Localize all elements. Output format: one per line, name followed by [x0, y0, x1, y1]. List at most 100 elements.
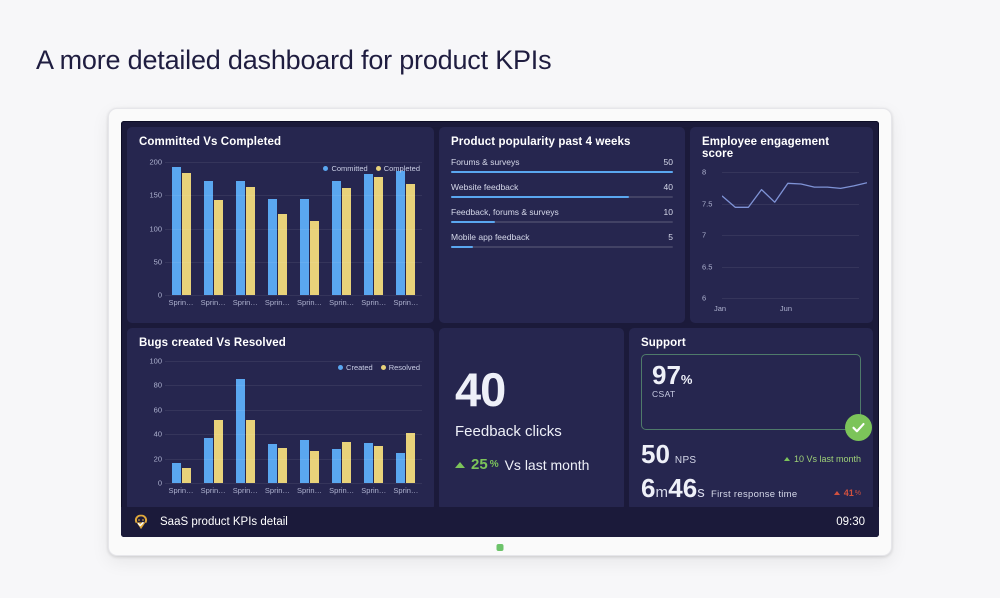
card-committed-vs-completed[interactable]: Committed Vs Completed Committed Complet…: [127, 127, 434, 323]
bar-committed[interactable]: [364, 173, 374, 295]
card-product-popularity[interactable]: Product popularity past 4 weeks Forums &…: [439, 127, 685, 323]
bar-created[interactable]: [267, 443, 277, 483]
bar-committed[interactable]: [203, 180, 213, 295]
y-axis-tick-label: 100: [149, 356, 162, 366]
monitor-frame: Committed Vs Completed Committed Complet…: [108, 108, 892, 556]
bar-committed[interactable]: [332, 180, 342, 295]
bar-group[interactable]: [358, 361, 390, 483]
bar-completed[interactable]: [406, 183, 416, 295]
x-axis-tick-label: Sprin…: [168, 298, 194, 307]
plot-area-bugs: 0 20 40 60 80 100: [139, 357, 422, 488]
bar-group[interactable]: [390, 162, 422, 295]
x-axis-tick-label: Sprin…: [264, 486, 290, 495]
bar-group[interactable]: [326, 162, 358, 295]
bar-created[interactable]: [332, 448, 342, 483]
bar-created[interactable]: [364, 442, 374, 483]
popularity-value: 50: [663, 157, 673, 167]
popularity-row-head: Forums & surveys 50: [451, 157, 673, 167]
card-feedback-clicks[interactable]: 40 Feedback clicks 25 % Vs last month: [439, 328, 624, 511]
bar-completed[interactable]: [213, 199, 223, 295]
popularity-value: 5: [668, 232, 673, 242]
legend-item-resolved: Resolved: [380, 363, 420, 372]
popularity-bar-track: [451, 171, 673, 173]
bar-group[interactable]: [358, 162, 390, 295]
bar-resolved[interactable]: [181, 468, 191, 483]
bar-committed[interactable]: [267, 199, 277, 295]
bar-group[interactable]: [197, 162, 229, 295]
bar-committed[interactable]: [300, 199, 310, 295]
bar-resolved[interactable]: [374, 446, 384, 483]
bar-completed[interactable]: [181, 173, 191, 295]
bar-resolved[interactable]: [213, 419, 223, 483]
bar-group[interactable]: [229, 361, 261, 483]
popularity-row[interactable]: Mobile app feedback 5: [451, 232, 673, 248]
popularity-row[interactable]: Feedback, forums & surveys 10: [451, 207, 673, 223]
legend-label: Committed: [331, 164, 368, 173]
bar-created[interactable]: [396, 452, 406, 483]
bar-resolved[interactable]: [277, 447, 287, 483]
bar-group[interactable]: [261, 162, 293, 295]
gridline: [165, 385, 422, 387]
gridline: [165, 434, 422, 436]
bar-group[interactable]: [294, 162, 326, 295]
nps-unit: NPS: [674, 455, 697, 466]
bar-group[interactable]: [229, 162, 261, 295]
chart-committed: Committed Completed 0 50 100 150 200 Sprin… S…: [139, 158, 422, 307]
bar-committed[interactable]: [396, 170, 406, 295]
monitor-screen: Committed Vs Completed Committed Complet…: [121, 121, 879, 537]
x-axis-tick-label: Sprin…: [329, 298, 355, 307]
bar-created[interactable]: [171, 463, 181, 483]
bar-completed[interactable]: [310, 220, 320, 295]
feedback-delta-text: Vs last month: [504, 456, 590, 473]
card-title-support: Support: [641, 337, 686, 349]
popularity-label: Website feedback: [451, 182, 519, 192]
legend-dot-icon: [375, 166, 381, 171]
popularity-bar-fill: [451, 221, 496, 223]
card-support[interactable]: Support 97 % CSAT 50: [629, 328, 873, 511]
bar-completed[interactable]: [374, 177, 384, 295]
bar-group[interactable]: [197, 361, 229, 483]
bar-groups-bugs: [165, 361, 422, 483]
bar-group[interactable]: [261, 361, 293, 483]
csat-box: 97 % CSAT: [641, 354, 872, 441]
check-circle-icon: [845, 414, 872, 441]
bar-group[interactable]: [326, 361, 358, 483]
nps-row: 50 NPS 10 Vs last month: [641, 441, 861, 467]
x-axis-tick-label: Sprin…: [200, 486, 226, 495]
bar-group[interactable]: [165, 361, 197, 483]
bar-resolved[interactable]: [310, 451, 320, 483]
bar-group[interactable]: [390, 361, 422, 483]
legend-label: Resolved: [388, 363, 420, 372]
legend-committed: Committed Completed: [323, 164, 420, 173]
bar-created[interactable]: [300, 440, 310, 483]
bar-group[interactable]: [294, 361, 326, 483]
arrow-up-icon: [455, 461, 465, 468]
y-axis-tick-label: 7: [702, 230, 707, 240]
bar-completed[interactable]: [342, 187, 352, 295]
bar-created[interactable]: [235, 379, 245, 483]
bar-resolved[interactable]: [245, 419, 255, 483]
bar-completed[interactable]: [245, 187, 255, 295]
y-axis-tick-label: 7.5: [702, 199, 713, 208]
bar-resolved[interactable]: [342, 441, 352, 483]
card-bugs-created-vs-resolved[interactable]: Bugs created Vs Resolved Created Resolve…: [127, 328, 434, 511]
bar-resolved[interactable]: [406, 432, 416, 483]
frt-minutes: 6: [641, 473, 656, 503]
frt-delta-unit: %: [854, 489, 861, 497]
popularity-row[interactable]: Website feedback 40: [451, 182, 673, 198]
monitor-power-led: [496, 544, 504, 551]
y-axis-tick-label: 40: [153, 429, 162, 439]
x-axis-tick-label: Sprin…: [361, 298, 387, 307]
bar-committed[interactable]: [171, 167, 181, 295]
dashboard-footer: SaaS product KPIs detail 09:30: [121, 507, 879, 537]
bar-completed[interactable]: [277, 213, 287, 295]
bar-committed[interactable]: [235, 180, 245, 295]
x-axis-tick-label: Sprin…: [232, 486, 258, 495]
y-axis-tick-label: 6.5: [702, 262, 713, 271]
card-employee-engagement[interactable]: Employee engagement score 8 7.5 7 6.5 6 Jan Ju…: [690, 127, 873, 323]
popularity-row[interactable]: Forums & surveys 50: [451, 157, 673, 173]
bar-created[interactable]: [203, 437, 213, 483]
gridline: [722, 266, 859, 268]
popularity-value: 40: [663, 182, 673, 192]
bar-group[interactable]: [165, 162, 197, 295]
